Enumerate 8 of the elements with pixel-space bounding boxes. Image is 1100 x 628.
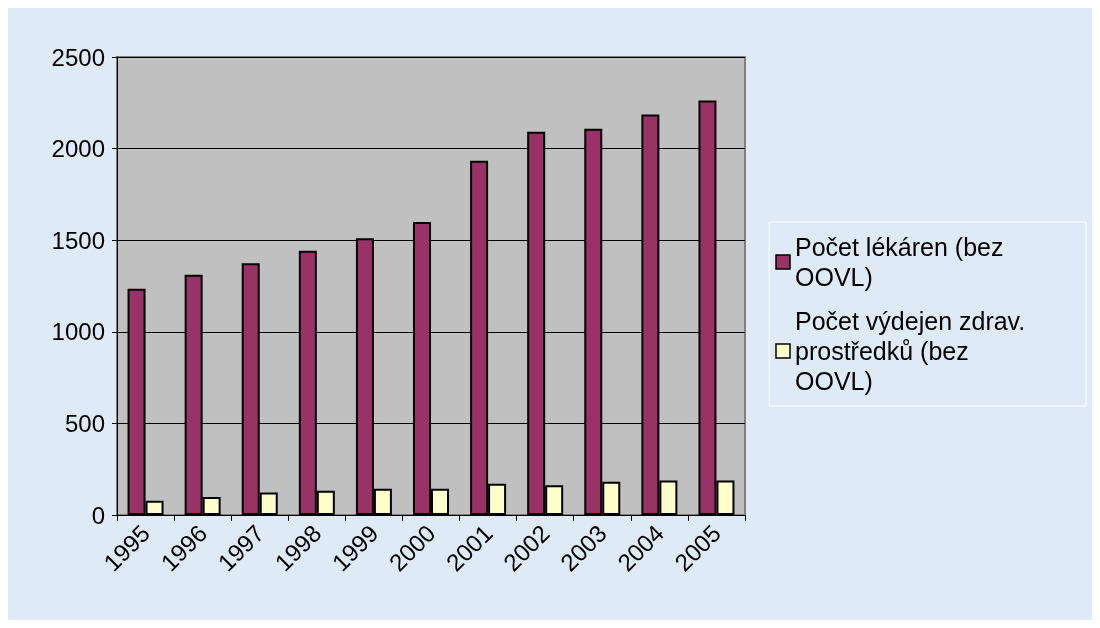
- legend-label: Počet lékáren (bez OOVL): [795, 233, 1011, 291]
- y-tick-label: 2000: [51, 135, 105, 163]
- legend-label: Počet výdejen zdrav. prostředků (bez OOVL): [795, 307, 1033, 395]
- y-tick-label: 0: [91, 501, 105, 529]
- y-tick-label: 1500: [51, 226, 105, 254]
- y-tick-label: 1000: [51, 318, 105, 346]
- y-tick-label: 2500: [51, 43, 105, 71]
- y-tick-label: 500: [64, 409, 105, 437]
